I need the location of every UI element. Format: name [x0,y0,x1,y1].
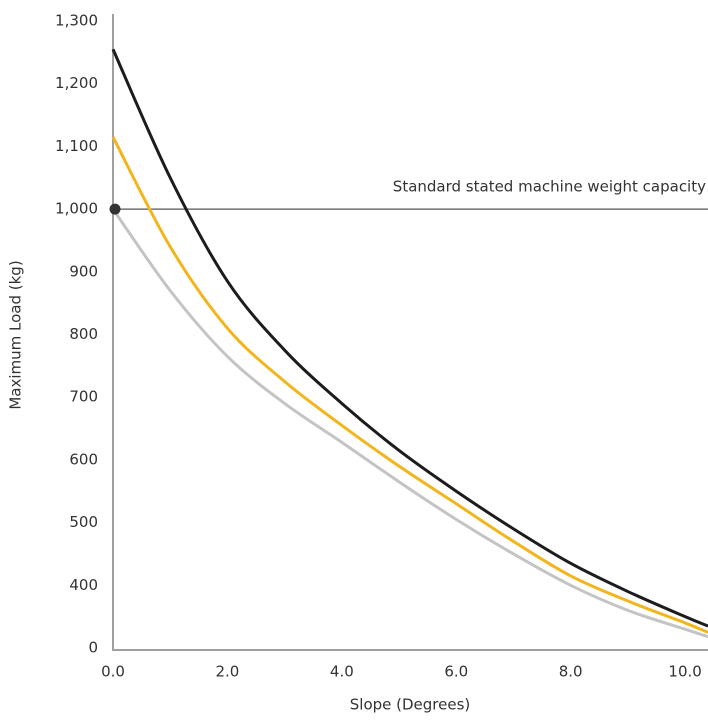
x-tick-label: 2.0 [215,663,239,681]
y-tick-label: 500 [69,513,98,531]
reference-label: Standard stated machine weight capacity [393,178,706,196]
x-tick-label: 4.0 [330,663,354,681]
x-axis-title: Slope (Degrees) [350,696,471,714]
series-line [111,208,708,639]
x-tick-label: 8.0 [559,663,583,681]
y-tick-label: 700 [69,388,98,406]
y-tick-label: 400 [69,576,98,594]
y-axis-title: Maximum Load (kg) [7,260,25,409]
series-line [111,48,708,628]
x-tick-label: 0.0 [101,663,125,681]
x-tick-label: 6.0 [444,663,468,681]
y-tick-label: 1,200 [55,74,98,92]
x-tick-label: 10.0 [668,663,701,681]
reference-point [109,203,121,215]
y-tick-label: 0 [88,639,98,657]
y-tick-label: 1,000 [55,200,98,218]
y-tick-label: 800 [69,325,98,343]
series-line [111,136,708,634]
y-tick-label: 1,100 [55,137,98,155]
y-tick-label: 1,300 [55,12,98,30]
y-tick-label: 600 [69,450,98,468]
y-tick-label: 900 [69,262,98,280]
